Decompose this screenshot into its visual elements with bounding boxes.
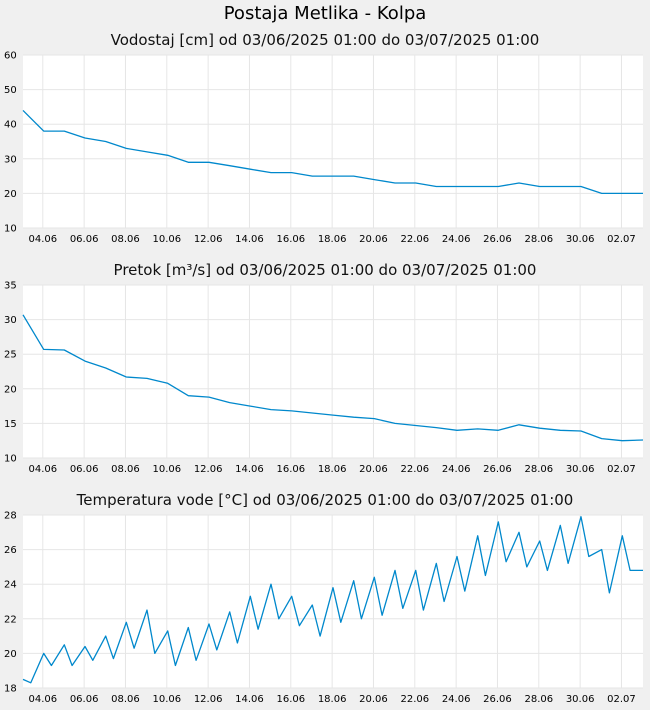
x-tick-label: 02.07 xyxy=(607,464,636,475)
x-tick-label: 10.06 xyxy=(152,464,181,475)
x-tick-label: 20.06 xyxy=(359,464,388,475)
x-tick-label: 26.06 xyxy=(483,694,512,705)
x-tick-label: 30.06 xyxy=(566,694,595,705)
x-tick-label: 24.06 xyxy=(442,694,471,705)
x-tick-label: 28.06 xyxy=(524,234,553,245)
x-tick-label: 22.06 xyxy=(400,694,429,705)
plot-area xyxy=(23,55,643,228)
y-tick-label: 10 xyxy=(4,224,17,235)
x-tick-label: 06.06 xyxy=(70,464,99,475)
series-line xyxy=(22,314,644,442)
x-tick-label: 02.07 xyxy=(607,694,636,705)
x-tick-label: 26.06 xyxy=(483,234,512,245)
y-tick-label: 10 xyxy=(4,454,17,465)
plot-area xyxy=(23,285,643,458)
x-tick-label: 14.06 xyxy=(235,694,264,705)
x-tick-label: 08.06 xyxy=(111,234,140,245)
x-tick-label: 16.06 xyxy=(276,234,305,245)
series-line xyxy=(22,109,643,195)
series-line xyxy=(22,516,643,684)
y-tick-label: 40 xyxy=(4,120,17,131)
x-tick-label: 30.06 xyxy=(566,464,595,475)
chart-title: Vodostaj [cm] od 03/06/2025 01:00 do 03/… xyxy=(111,31,540,49)
x-tick-label: 08.06 xyxy=(111,464,140,475)
x-tick-label: 26.06 xyxy=(483,464,512,475)
x-tick-label: 06.06 xyxy=(70,694,99,705)
x-tick-label: 18.06 xyxy=(318,694,347,705)
x-tick-label: 28.06 xyxy=(524,464,553,475)
x-tick-label: 30.06 xyxy=(566,234,595,245)
x-tick-label: 02.07 xyxy=(607,234,636,245)
y-tick-label: 15 xyxy=(4,419,17,430)
y-tick-label: 50 xyxy=(4,85,17,96)
y-tick-label: 60 xyxy=(4,51,17,62)
x-tick-label: 18.06 xyxy=(318,464,347,475)
chart-panel-temperatura: Temperatura vode [°C] od 03/06/2025 01:0… xyxy=(4,491,643,705)
x-tick-label: 20.06 xyxy=(359,694,388,705)
chart-panel-vodostaj: Vodostaj [cm] od 03/06/2025 01:00 do 03/… xyxy=(4,31,643,245)
x-tick-label: 10.06 xyxy=(152,694,181,705)
x-tick-label: 24.06 xyxy=(442,234,471,245)
y-tick-label: 35 xyxy=(4,281,17,292)
x-tick-label: 12.06 xyxy=(194,464,223,475)
x-tick-label: 04.06 xyxy=(28,694,57,705)
x-tick-label: 16.06 xyxy=(276,464,305,475)
chart-title: Pretok [m³/s] od 03/06/2025 01:00 do 03/… xyxy=(114,261,537,279)
y-tick-label: 24 xyxy=(4,580,17,591)
chart-panel-pretok: Pretok [m³/s] od 03/06/2025 01:00 do 03/… xyxy=(4,261,644,475)
x-tick-label: 16.06 xyxy=(276,694,305,705)
y-tick-label: 30 xyxy=(4,315,17,326)
y-tick-label: 18 xyxy=(4,684,17,695)
page-title: Postaja Metlika - Kolpa xyxy=(223,3,427,24)
x-tick-label: 12.06 xyxy=(194,694,223,705)
x-tick-label: 12.06 xyxy=(194,234,223,245)
x-tick-label: 28.06 xyxy=(524,694,553,705)
x-tick-label: 04.06 xyxy=(28,464,57,475)
x-tick-label: 20.06 xyxy=(359,234,388,245)
x-tick-label: 18.06 xyxy=(318,234,347,245)
x-tick-label: 22.06 xyxy=(400,234,429,245)
x-tick-label: 08.06 xyxy=(111,694,140,705)
y-tick-label: 20 xyxy=(4,189,17,200)
y-tick-label: 28 xyxy=(4,511,17,522)
x-tick-label: 10.06 xyxy=(152,234,181,245)
x-tick-label: 04.06 xyxy=(28,234,57,245)
y-tick-label: 26 xyxy=(4,545,17,556)
y-tick-label: 25 xyxy=(4,350,17,361)
x-tick-label: 24.06 xyxy=(442,464,471,475)
y-tick-label: 20 xyxy=(4,384,17,395)
plot-area xyxy=(23,515,643,688)
y-tick-label: 30 xyxy=(4,154,17,165)
chart-title: Temperatura vode [°C] od 03/06/2025 01:0… xyxy=(76,491,574,509)
x-tick-label: 06.06 xyxy=(70,234,99,245)
x-tick-label: 14.06 xyxy=(235,464,264,475)
y-tick-label: 22 xyxy=(4,614,17,625)
x-tick-label: 22.06 xyxy=(400,464,429,475)
x-tick-label: 14.06 xyxy=(235,234,264,245)
y-tick-label: 20 xyxy=(4,649,17,660)
